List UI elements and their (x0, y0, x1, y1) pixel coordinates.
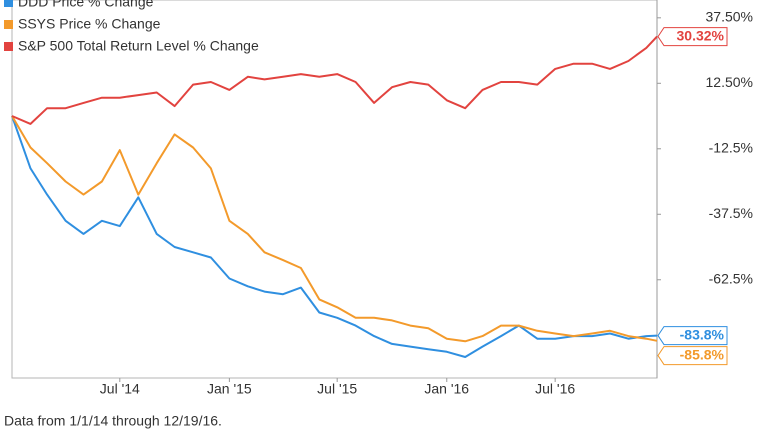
end-label-box (657, 326, 728, 346)
x-tick-label: Jul '14 (100, 381, 140, 397)
y-tick-label: -62.5% (709, 270, 753, 286)
series-line (11, 115, 658, 343)
series-line (11, 35, 658, 125)
end-label: -83.8% (680, 326, 725, 342)
legend-label: DDD Price % Change (18, 0, 154, 10)
y-tick-label: 12.50% (706, 74, 753, 90)
y-tick-label: -12.5% (709, 139, 753, 155)
end-label-box (657, 27, 728, 47)
x-tick-label: Jul '15 (317, 381, 357, 397)
series-line (11, 115, 658, 358)
footnote: Data from 1/1/14 through 12/19/16. (4, 413, 222, 429)
x-tick-label: Jan '16 (424, 381, 469, 397)
legend-swatch (4, 20, 13, 29)
x-tick-label: Jan '15 (207, 381, 252, 397)
legend-swatch (4, 0, 13, 7)
x-tick-label: Jul '16 (535, 381, 575, 397)
y-tick-label: -37.5% (709, 205, 753, 221)
end-label: 30.32% (677, 27, 725, 43)
legend-label: S&P 500 Total Return Level % Change (18, 38, 259, 54)
legend-swatch (4, 42, 13, 51)
end-label: -85.8% (680, 346, 725, 362)
y-tick-label: 37.50% (706, 9, 753, 25)
plot-frame (11, 0, 658, 379)
legend-label: SSYS Price % Change (18, 16, 161, 32)
end-label-box (657, 346, 728, 366)
